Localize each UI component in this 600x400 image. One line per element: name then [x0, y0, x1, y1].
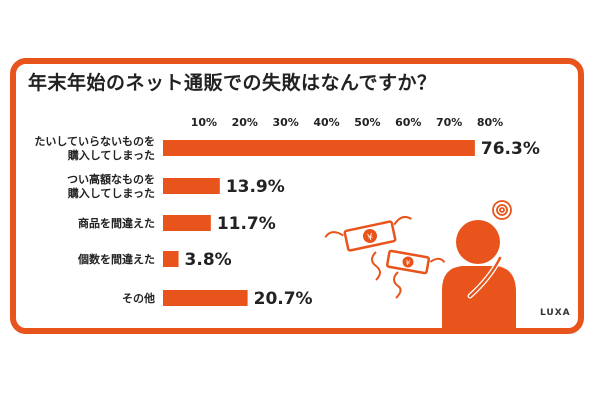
bars — [163, 140, 475, 306]
x-tick-label: 50% — [354, 116, 380, 129]
chart-frame — [10, 58, 584, 334]
brand-logo: LUXA — [540, 308, 571, 318]
bar — [163, 251, 179, 267]
x-tick-label: 70% — [436, 116, 462, 129]
value-label: 13.9% — [226, 177, 285, 197]
x-axis-ticks: 10% 20% 30% 40% 50% 60% 70% 80% — [191, 116, 503, 129]
value-label: 3.8% — [185, 250, 232, 270]
category-labels: たいしていらないものを購入してしまったつい高額なものを購入してしまった商品を間違… — [34, 135, 155, 305]
x-tick-label: 40% — [313, 116, 339, 129]
value-label: 20.7% — [254, 289, 313, 309]
x-tick-label: 80% — [477, 116, 503, 129]
bar — [163, 290, 248, 306]
svg-text:¥: ¥ — [405, 259, 411, 268]
category-label: たいしていらないものを — [34, 135, 155, 148]
x-tick-label: 60% — [395, 116, 421, 129]
value-label: 11.7% — [217, 214, 276, 234]
chart-title: 年末年始のネット通販での失敗はなんですか？ — [28, 72, 437, 94]
bar — [163, 215, 211, 231]
bar — [163, 140, 475, 156]
svg-text:¥: ¥ — [367, 232, 375, 243]
category-label: つい高額なものを — [67, 172, 155, 186]
category-label: 購入してしまった — [67, 186, 155, 200]
bar — [163, 178, 220, 194]
worried-person-illustration — [442, 200, 516, 330]
category-label: 商品を間違えた — [78, 216, 155, 230]
x-tick-label: 20% — [232, 116, 258, 129]
category-label: その他 — [122, 291, 155, 305]
category-label: 個数を間違えた — [77, 252, 155, 266]
category-label: 購入してしまった — [67, 148, 155, 162]
value-labels: 76.3% 13.9% 11.7% 3.8% 20.7% — [185, 139, 540, 309]
value-label: 76.3% — [481, 139, 540, 159]
flying-money-illustration: ¥ ¥ — [324, 215, 446, 299]
x-tick-label: 10% — [191, 116, 217, 129]
x-tick-label: 30% — [272, 116, 298, 129]
